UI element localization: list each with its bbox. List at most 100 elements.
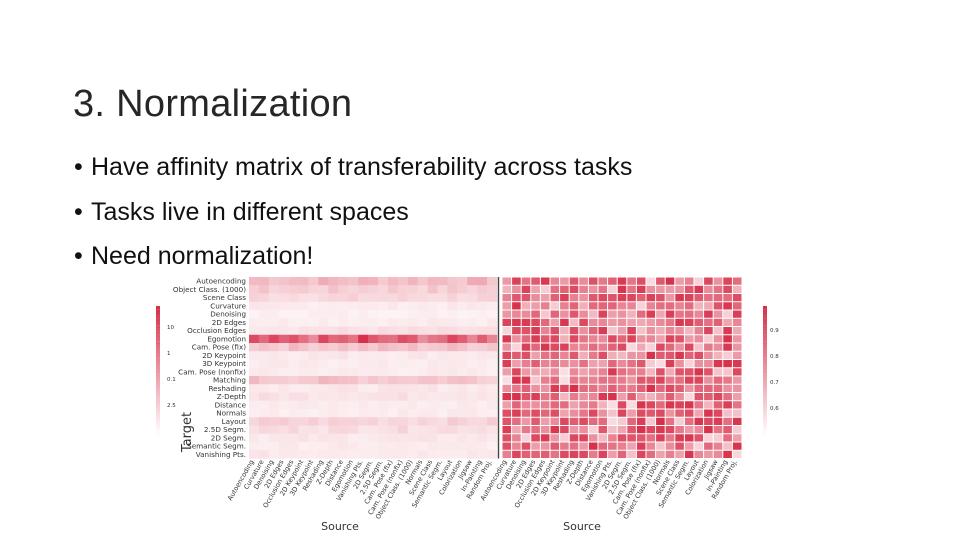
heatmap-cell	[308, 450, 319, 459]
heatmap-cell	[328, 450, 339, 459]
heatmap-cell	[694, 318, 704, 326]
heatmap-cell	[268, 310, 279, 319]
target-label: Reshading	[209, 384, 246, 393]
heatmap-cell	[368, 310, 379, 319]
heatmap-cell	[627, 351, 636, 359]
heatmap-cell	[646, 318, 656, 326]
heatmap-cell	[617, 343, 627, 351]
colorbar-segment	[763, 373, 767, 377]
heatmap-cell	[588, 450, 598, 458]
heatmap-cell	[502, 401, 512, 409]
heatmap-cell	[427, 351, 438, 360]
heatmap-cell	[723, 393, 732, 401]
heatmap-cell	[704, 351, 713, 359]
heatmap-cell	[417, 433, 428, 443]
colorbar-segment	[156, 360, 160, 364]
heatmap-cell	[447, 310, 458, 319]
heatmap-cell	[713, 376, 723, 384]
heatmap-cell	[646, 384, 656, 392]
heatmap-cell	[502, 318, 512, 326]
heatmap-cell	[665, 393, 675, 401]
colorbar-segment	[763, 360, 767, 364]
heatmap-cell	[521, 393, 531, 401]
heatmap-cell	[531, 343, 540, 351]
colorbar-segment	[156, 315, 160, 319]
heatmap-cell	[407, 450, 418, 459]
heatmap-cell	[608, 417, 617, 425]
heatmap-cell	[318, 409, 329, 418]
heatmap-cell	[278, 326, 289, 335]
heatmap-cell	[598, 417, 608, 425]
heatmap-cell	[417, 400, 428, 410]
heatmap-cell	[723, 318, 732, 326]
target-label: Autoencoding	[196, 277, 246, 286]
heatmap-cell	[656, 318, 665, 326]
heatmap-cell	[636, 285, 646, 293]
heatmap-cell	[540, 343, 550, 351]
heatmap-cell	[268, 359, 279, 368]
heatmap-cell	[358, 367, 369, 377]
heatmap-cell	[278, 351, 289, 360]
heatmap-cell	[308, 425, 319, 434]
heatmap-cell	[550, 426, 560, 434]
colorbar-segment	[763, 421, 767, 425]
heatmap-cell	[298, 367, 309, 377]
heatmap-cell	[387, 326, 398, 335]
heatmap-cell	[531, 318, 540, 326]
heatmap-cell	[540, 376, 550, 384]
heatmap-cell	[288, 359, 299, 368]
heatmap-cell	[427, 400, 438, 410]
heatmap-cell	[684, 285, 694, 293]
heatmap-cell	[694, 302, 704, 310]
heatmap-cell	[569, 401, 579, 409]
heatmap-cell	[550, 450, 560, 458]
heatmap-cell	[467, 367, 478, 377]
heatmap-cell	[298, 359, 309, 368]
heatmap-cell	[550, 335, 560, 343]
heatmap-cell	[258, 310, 270, 319]
bullet-dot-icon: •	[74, 197, 83, 226]
heatmap-cell	[588, 294, 598, 302]
heatmap-cell	[407, 343, 418, 352]
heatmap-cell	[477, 392, 488, 401]
target-label: Z-Depth	[217, 392, 246, 401]
heatmap-cell	[447, 285, 458, 294]
heatmap-cell	[318, 293, 329, 302]
heatmap-cell	[531, 401, 540, 409]
heatmap-cell	[502, 360, 512, 368]
heatmap-cell	[278, 310, 289, 319]
heatmap-cell	[694, 384, 704, 392]
heatmap-cell	[377, 450, 389, 459]
heatmap-cell	[675, 310, 684, 318]
heatmap-cell	[713, 360, 723, 368]
heatmap-cell	[598, 368, 608, 376]
heatmap-cell	[249, 326, 260, 335]
heatmap-cell	[675, 417, 684, 425]
heatmap-cell	[704, 426, 713, 434]
heatmap-cell	[694, 409, 704, 417]
heatmap-cell	[308, 417, 319, 426]
heatmap-cell	[467, 310, 478, 319]
heatmap-cell	[377, 359, 389, 368]
heatmap-cell	[447, 318, 458, 327]
heatmap-cell	[318, 367, 329, 377]
heatmap-cell	[437, 318, 448, 327]
colorbar-segment	[763, 376, 767, 380]
heatmap-cell	[358, 343, 369, 352]
heatmap-cell	[368, 318, 379, 327]
heatmap-cell	[569, 318, 579, 326]
heatmap-cell	[646, 335, 656, 343]
heatmap-cell	[627, 302, 636, 310]
heatmap-cell	[397, 318, 408, 327]
heatmap-cell	[437, 343, 448, 352]
colorbar-segment	[156, 347, 160, 351]
heatmap-cell	[713, 417, 723, 425]
heatmap-cell	[675, 343, 684, 351]
target-label: 2.5D Segm.	[204, 425, 246, 434]
heatmap-cell	[636, 351, 646, 359]
heatmap-cell	[512, 351, 521, 359]
heatmap-cell	[487, 425, 498, 434]
heatmap-cell	[704, 285, 713, 293]
heatmap-cell	[467, 450, 478, 459]
bullet-text: Tasks live in different spaces	[91, 197, 409, 226]
